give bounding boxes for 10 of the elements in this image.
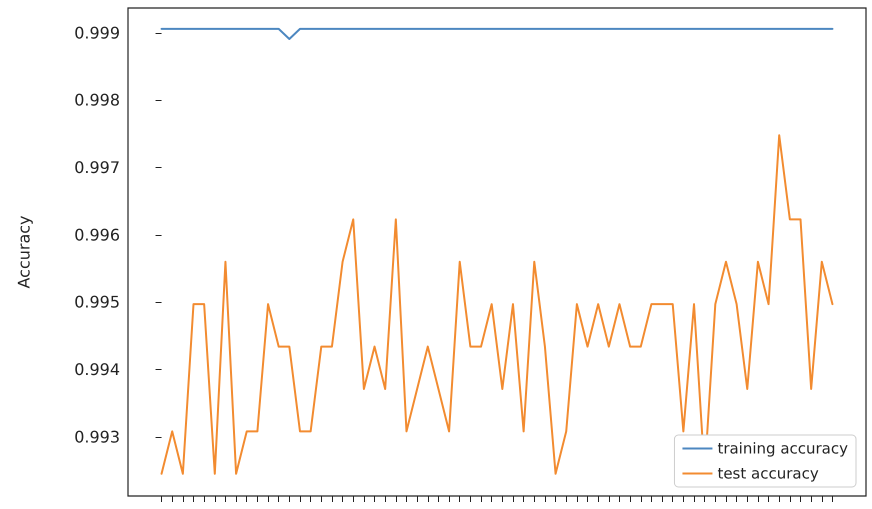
- y-axis-title: Accuracy: [14, 215, 34, 289]
- y-tick-label: 0.999: [74, 23, 120, 42]
- y-tick-label: 0.994: [74, 360, 120, 379]
- y-tick-label: 0.996: [74, 225, 120, 244]
- legend-label: test accuracy: [717, 464, 819, 482]
- y-tick-label: 0.993: [74, 427, 120, 446]
- y-tick-label: 0.998: [74, 90, 120, 110]
- y-tick-label: 0.997: [74, 158, 120, 178]
- legend-label: training accuracy: [717, 440, 848, 458]
- y-tick-label: 0.995: [74, 292, 120, 312]
